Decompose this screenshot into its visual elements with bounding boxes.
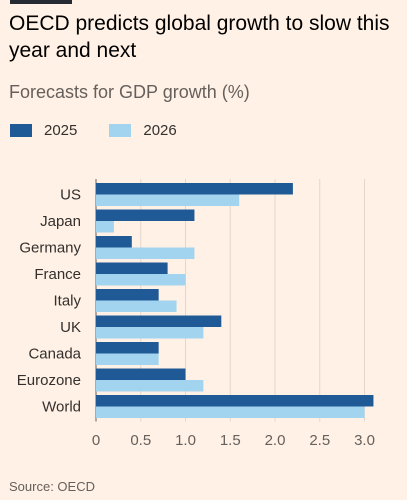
bar-japan-2026 — [96, 221, 114, 233]
bar-france-2026 — [96, 274, 186, 286]
legend: 2025 2026 — [10, 121, 209, 139]
bar-france-2025 — [96, 262, 168, 274]
legend-swatch-2026 — [109, 123, 132, 137]
x-tick-label: 0 — [92, 432, 100, 449]
bar-eurozone-2026 — [96, 380, 204, 392]
category-label-japan: Japan — [40, 213, 81, 230]
category-label-france: France — [34, 266, 81, 283]
bar-italy-2026 — [96, 300, 177, 312]
legend-label-2026: 2026 — [143, 121, 177, 139]
x-tick-label: 3.0 — [354, 432, 375, 449]
chart-subtitle: Forecasts for GDP growth (%) — [9, 82, 250, 102]
x-tick-label: 2.5 — [309, 432, 330, 449]
category-label-italy: Italy — [53, 293, 81, 310]
bar-germany-2025 — [96, 236, 132, 248]
x-tick-label: 1.0 — [175, 432, 196, 449]
bar-italy-2025 — [96, 289, 159, 301]
top-rule — [10, 0, 72, 4]
bar-world-2025 — [96, 395, 374, 407]
category-label-uk: UK — [60, 319, 81, 336]
bar-uk-2026 — [96, 327, 204, 339]
bar-uk-2025 — [96, 315, 222, 327]
legend-label-2025: 2025 — [44, 121, 78, 139]
legend-swatch-2025 — [10, 123, 32, 137]
x-tick-label: 0.5 — [130, 432, 151, 449]
legend-item-2026: 2026 — [109, 121, 177, 139]
legend-item-2025: 2025 — [10, 122, 77, 139]
bar-us-2025 — [96, 183, 293, 195]
bar-world-2026 — [96, 406, 365, 418]
source-note: Source: OECD — [9, 479, 95, 494]
category-label-canada: Canada — [28, 346, 81, 363]
x-tick-label: 1.5 — [220, 432, 241, 449]
bar-canada-2026 — [96, 353, 159, 365]
bar-chart: 0 0.5 1.0 1.5 2.0 2.5 3.0 US Japan Germany France I… — [17, 179, 375, 449]
category-label-world: World — [42, 399, 81, 416]
chart-title: OECD predicts global growth to slow this… — [9, 12, 390, 62]
bar-us-2026 — [96, 194, 240, 206]
category-label-germany: Germany — [19, 240, 81, 257]
bar-japan-2025 — [96, 209, 195, 221]
category-label-eurozone: Eurozone — [17, 372, 81, 389]
bar-canada-2025 — [96, 342, 159, 354]
bar-eurozone-2025 — [96, 368, 186, 380]
category-label-us: US — [60, 187, 81, 204]
bar-germany-2026 — [96, 247, 195, 259]
x-tick-label: 2.0 — [265, 432, 286, 449]
